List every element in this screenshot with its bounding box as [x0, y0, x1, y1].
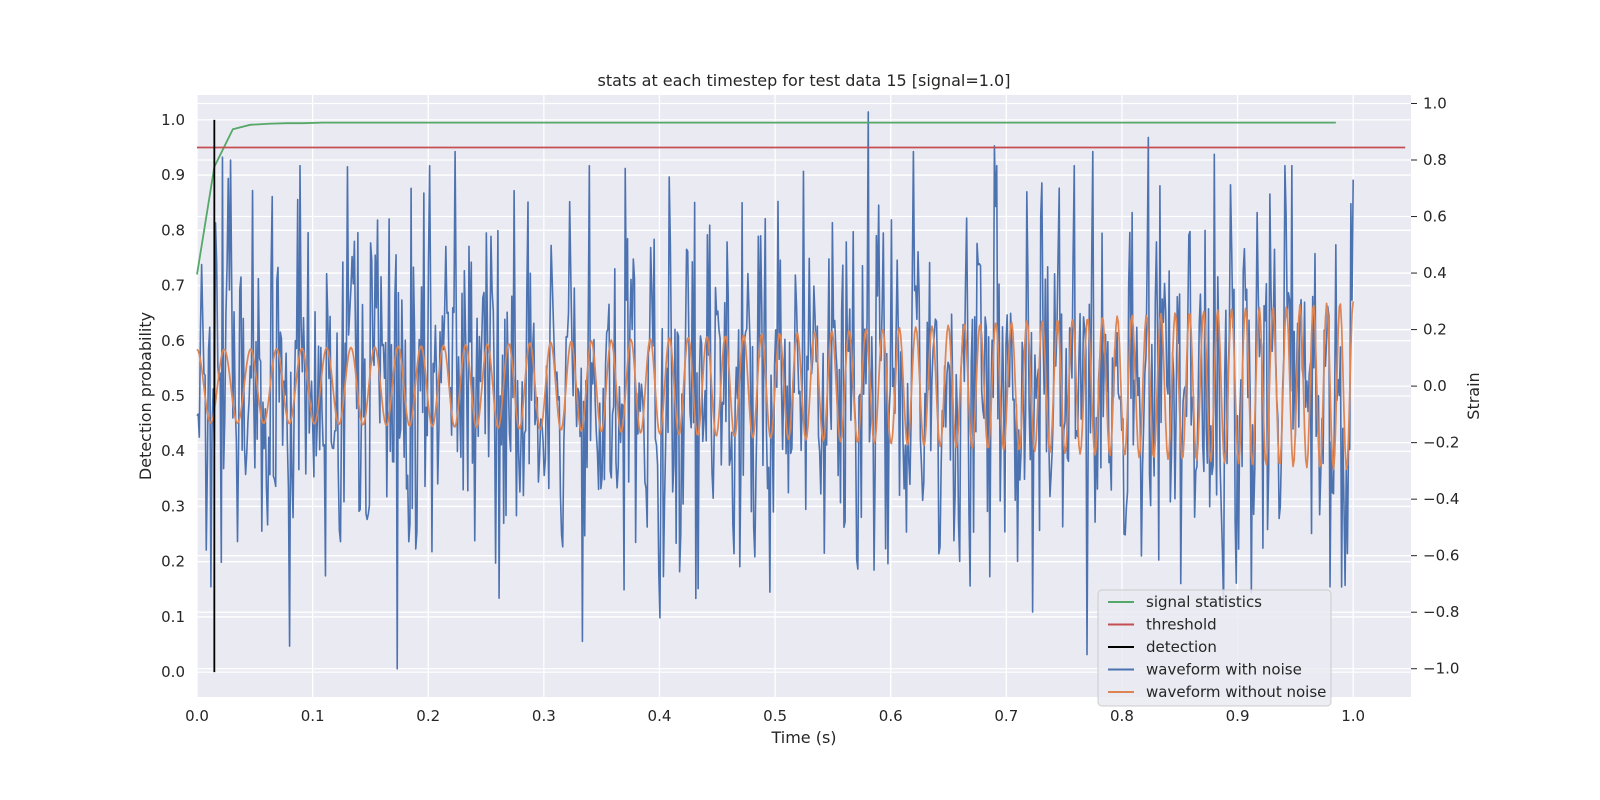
x-tick-label: 0.1 — [301, 707, 325, 725]
probability-series-group — [196, 119, 1406, 673]
y-left-tick-label: 0.5 — [161, 387, 185, 405]
legend: signal statistics threshold detection wavef… — [1097, 589, 1332, 707]
series-waveform-without-noise — [196, 301, 1355, 471]
legend-label-detection: detection — [1146, 638, 1217, 656]
y-left-tick-label: 0.0 — [161, 663, 185, 681]
y-right-tick-label: −0.4 — [1423, 490, 1459, 508]
y-right-tick-label: −0.2 — [1423, 434, 1459, 452]
y-right-tick-label: 0.8 — [1423, 151, 1447, 169]
x-tick-label: 0.4 — [648, 707, 672, 725]
y-right-tick-label: −0.6 — [1423, 547, 1459, 565]
x-tick-label: 0.7 — [994, 707, 1018, 725]
legend-box — [1097, 589, 1332, 707]
x-tick-label: 0.2 — [416, 707, 440, 725]
y-left-tick-label: 0.8 — [161, 221, 185, 239]
y-right-tick-label: 0.4 — [1423, 264, 1447, 282]
x-tick-label: 0.0 — [185, 707, 209, 725]
y-right-tick-label: 0.6 — [1423, 208, 1447, 226]
y-right-tick-label: −0.8 — [1423, 603, 1459, 621]
legend-label-waveform-without-noise: waveform without noise — [1146, 683, 1326, 701]
y-left-tick-label: 0.7 — [161, 277, 185, 295]
x-tick-label: 1.0 — [1341, 707, 1365, 725]
right-y-axis-label: Strain — [1464, 372, 1483, 419]
y-right-tick-label: −1.0 — [1423, 660, 1459, 678]
chart-title: stats at each timestep for test data 15 … — [598, 71, 1011, 90]
y-right-tick-label: 1.0 — [1423, 94, 1447, 112]
y-left-tick-label: 0.9 — [161, 166, 185, 184]
y-left-tick-label: 0.6 — [161, 332, 185, 350]
y-left-tick-label: 0.1 — [161, 608, 185, 626]
x-tick-label: 0.5 — [763, 707, 787, 725]
legend-label-signal-statistics: signal statistics — [1146, 593, 1262, 611]
y-right-tick-label: 0.2 — [1423, 321, 1447, 339]
y-left-tick-label: 0.2 — [161, 553, 185, 571]
y-left-tick-label: 0.3 — [161, 497, 185, 515]
x-tick-label: 0.6 — [879, 707, 903, 725]
left-y-axis-label: Detection probability — [136, 312, 155, 480]
strain-series-group — [196, 111, 1355, 670]
x-tick-label: 0.8 — [1110, 707, 1134, 725]
tick-labels: 0.0 0.1 0.2 0.3 0.4 0.5 0.6 0.7 0.8 0.9 1.0 0.0 0.1 0… — [161, 94, 1459, 725]
y-right-tick-label: 0.0 — [1423, 377, 1447, 395]
legend-label-waveform-with-noise: waveform with noise — [1146, 661, 1302, 679]
x-axis-label: Time (s) — [770, 728, 836, 747]
y-left-tick-label: 0.4 — [161, 442, 185, 460]
x-tick-label: 0.3 — [532, 707, 556, 725]
series-waveform-with-noise — [196, 111, 1354, 670]
y-left-tick-label: 1.0 — [161, 111, 185, 129]
legend-label-threshold: threshold — [1146, 616, 1217, 634]
x-tick-label: 0.9 — [1226, 707, 1250, 725]
series-signal-statistics — [196, 121, 1336, 275]
